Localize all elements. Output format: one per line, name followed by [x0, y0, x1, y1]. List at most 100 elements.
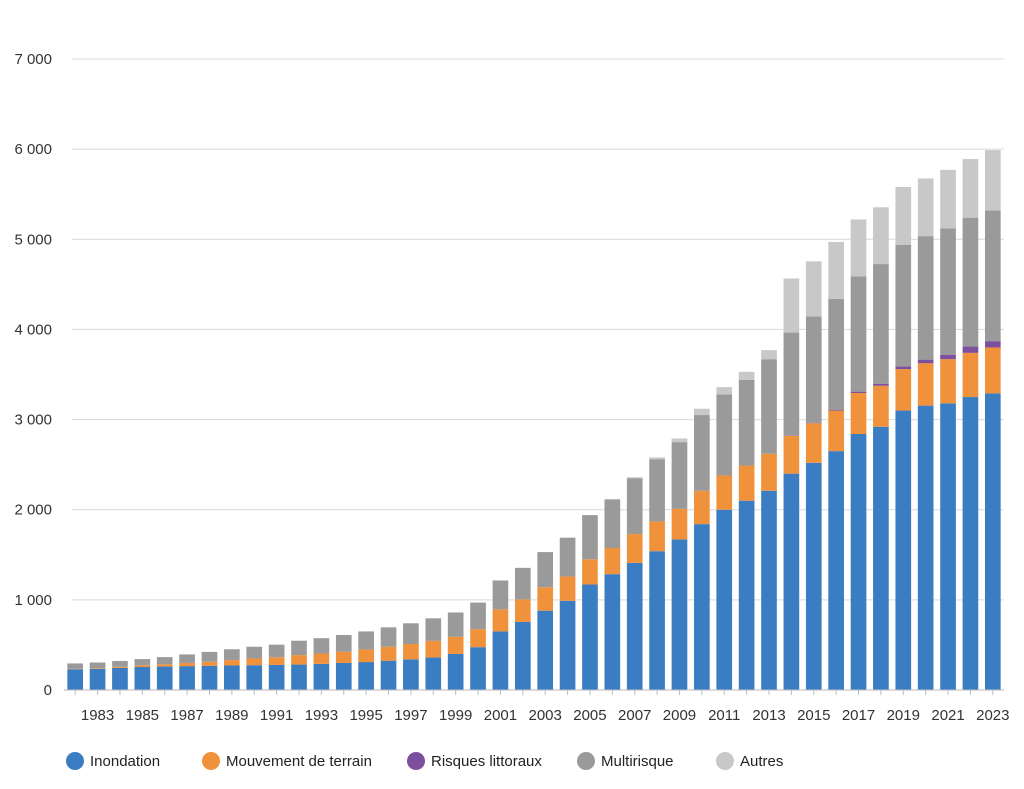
- bar-segment-risques-littoraux-2021: [940, 354, 956, 360]
- bar-segment-risques-littoraux-2018: [873, 383, 889, 386]
- bar-segment-inondation-1993: [313, 663, 330, 690]
- bar-segment-multirisque-2014: [783, 332, 800, 436]
- y-tick-label: 0: [44, 682, 52, 699]
- bar-segment-inondation-1998: [425, 657, 442, 690]
- y-tick-label: 7 000: [14, 51, 52, 68]
- legend: Inondation Mouvement de terrain Risques …: [0, 748, 1024, 774]
- bar-segment-autres-2023: [984, 150, 1001, 211]
- bar-segment-risques-littoraux-2017: [850, 391, 867, 393]
- x-tick-label: 1995: [349, 707, 382, 724]
- x-tick-label: 2009: [663, 707, 696, 724]
- bar-segment-mouvement-de-terrain-2009: [671, 508, 688, 540]
- x-tick-label: 2023: [976, 707, 1009, 724]
- bar-segment-inondation-2003: [537, 610, 554, 690]
- bar-segment-mouvement-de-terrain-1985: [134, 665, 151, 668]
- bar-segment-mouvement-de-terrain-2001: [492, 609, 509, 632]
- bar-segment-inondation-1997: [403, 659, 419, 690]
- bar-segment-multirisque-2018: [873, 264, 889, 384]
- bar-segment-mouvement-de-terrain-2011: [716, 475, 733, 510]
- bar-segment-multirisque-2013: [761, 359, 777, 454]
- bar-segment-mouvement-de-terrain-2023: [984, 347, 1001, 394]
- bar-segment-multirisque-1991: [268, 644, 285, 658]
- x-tick-label: 1991: [260, 707, 293, 724]
- x-tick-label: 2021: [931, 707, 964, 724]
- x-tick-label: 2007: [618, 707, 651, 724]
- bar-segment-multirisque-2020: [917, 236, 934, 360]
- bar-segment-inondation-2010: [694, 524, 710, 690]
- bar-segment-autres-2022: [962, 159, 979, 218]
- bar-segment-risques-littoraux-2016: [828, 409, 844, 411]
- bar-segment-multirisque-1987: [179, 654, 195, 663]
- bar-segment-inondation-1999: [447, 653, 464, 690]
- legend-item-inondation: Inondation: [66, 748, 160, 774]
- bar-segment-multirisque-1983: [89, 662, 106, 669]
- bar-segment-inondation-2021: [940, 403, 956, 690]
- bar-segment-multirisque-1985: [134, 659, 151, 666]
- legend-item-risques-littoraux: Risques littoraux: [407, 748, 542, 774]
- bar-segment-inondation-2000: [470, 647, 486, 690]
- bar-segment-inondation-1987: [179, 666, 195, 690]
- bar-segment-inondation-1990: [246, 665, 263, 690]
- legend-label-mouvement-de-terrain: Mouvement de terrain: [226, 752, 372, 770]
- x-tick-label: 1985: [126, 707, 159, 724]
- bar-segment-multirisque-1984: [112, 660, 128, 667]
- legend-swatch-mouvement-de-terrain: [202, 752, 220, 770]
- legend-label-inondation: Inondation: [90, 752, 161, 770]
- bar-segment-mouvement-de-terrain-1984: [112, 666, 128, 668]
- bar-segment-mouvement-de-terrain-1997: [403, 644, 419, 660]
- legend-label-autres: Autres: [740, 752, 784, 770]
- bar-segment-mouvement-de-terrain-1994: [335, 651, 352, 663]
- bar-segment-mouvement-de-terrain-1992: [291, 655, 307, 665]
- bar-segment-mouvement-de-terrain-1998: [425, 640, 442, 658]
- bar-segment-inondation-2011: [716, 509, 733, 690]
- bar-segment-mouvement-de-terrain-2018: [873, 385, 889, 427]
- bar-segment-mouvement-de-terrain-2015: [805, 423, 822, 463]
- x-tick-label: 2019: [887, 707, 920, 724]
- bar-segment-inondation-2004: [559, 600, 576, 690]
- bar-segment-mouvement-de-terrain-2008: [649, 521, 665, 552]
- bar-segment-mouvement-de-terrain-2013: [761, 453, 777, 491]
- legend-swatch-risques-littoraux: [407, 752, 425, 770]
- bar-segment-autres-2016: [828, 241, 844, 299]
- bar-segment-multirisque-2006: [604, 499, 621, 549]
- bar-segment-risques-littoraux-2020: [917, 359, 934, 364]
- bar-segment-inondation-2019: [895, 410, 912, 690]
- bar-segment-inondation-2022: [962, 397, 979, 690]
- bar-segment-multirisque-2002: [514, 567, 531, 600]
- x-tick-label: 2011: [708, 707, 740, 724]
- y-tick-label: 5 000: [14, 231, 52, 248]
- bar-segment-inondation-2009: [671, 539, 688, 690]
- bar-segment-mouvement-de-terrain-2005: [582, 559, 598, 585]
- bar-segment-multirisque-1999: [447, 612, 464, 637]
- bar-segment-inondation-1996: [380, 660, 397, 690]
- bar-segment-autres-2018: [873, 207, 889, 265]
- bar-segment-mouvement-de-terrain-2004: [559, 576, 576, 601]
- bar-segment-multirisque-2009: [671, 442, 688, 509]
- legend-item-multirisque: Multirisque: [577, 748, 674, 774]
- bar-segment-mouvement-de-terrain-1988: [201, 661, 218, 666]
- x-tick-label: 2015: [797, 707, 830, 724]
- bar-segment-multirisque-2022: [962, 217, 979, 347]
- bar-segment-mouvement-de-terrain-2000: [470, 629, 486, 648]
- bar-segment-mouvement-de-terrain-2016: [828, 410, 844, 452]
- bar-segment-mouvement-de-terrain-1986: [156, 664, 173, 667]
- bar-segment-inondation-2015: [805, 462, 822, 690]
- x-tick-label: 1993: [305, 707, 338, 724]
- bars: [67, 150, 1001, 690]
- bar-segment-multirisque-2010: [694, 415, 710, 491]
- bar-segment-multirisque-1992: [291, 640, 307, 656]
- bar-segment-multirisque-1990: [246, 646, 263, 659]
- bar-segment-autres-2009: [671, 438, 688, 443]
- x-tick-label: 1983: [81, 707, 114, 724]
- x-tick-label: 2017: [842, 707, 875, 724]
- y-tick-label: 6 000: [14, 141, 52, 158]
- legend-swatch-inondation: [66, 752, 84, 770]
- bar-segment-multirisque-1998: [425, 618, 442, 641]
- bar-segment-autres-2014: [783, 278, 800, 333]
- bar-segment-mouvement-de-terrain-2002: [514, 599, 531, 622]
- bar-segment-multirisque-1988: [201, 651, 218, 662]
- bar-segment-autres-2019: [895, 187, 912, 245]
- bar-segment-mouvement-de-terrain-2007: [626, 534, 643, 563]
- bar-segment-multirisque-2001: [492, 580, 509, 610]
- bar-segment-multirisque-2004: [559, 537, 576, 577]
